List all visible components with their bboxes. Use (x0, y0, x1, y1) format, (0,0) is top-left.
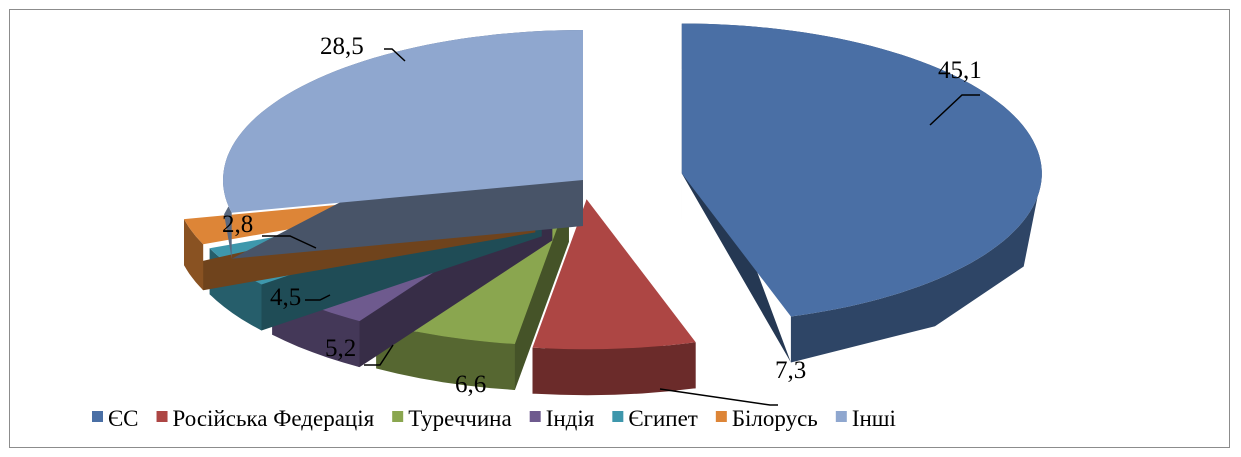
legend-label: Туреччина (408, 406, 512, 431)
pie-slices (184, 24, 1042, 396)
legend-item: Єгипет (612, 406, 698, 431)
legend-label: Індія (546, 406, 595, 431)
legend-item: Білорусь (716, 406, 818, 431)
data-label: 6,6 (455, 371, 486, 398)
data-label: 45,1 (938, 57, 982, 84)
legend: ЄС Російська Федерація Туреччина Індія Єгипе… (92, 406, 896, 431)
legend-label: Інші (852, 406, 896, 431)
legend-label: Єгипет (628, 406, 698, 431)
data-label: 2,8 (222, 211, 253, 238)
data-label: 5,2 (325, 335, 356, 362)
legend-swatch (612, 411, 623, 422)
legend-swatch (92, 411, 103, 422)
legend-swatch (836, 411, 847, 422)
legend-item: Російська Федерація (157, 406, 375, 431)
legend-item: Інші (836, 406, 896, 431)
legend-swatch (392, 411, 403, 422)
legend-label: Білорусь (732, 406, 818, 431)
legend-item: ЄС (92, 406, 139, 431)
legend-item: Індія (530, 406, 595, 431)
legend-swatch (716, 411, 727, 422)
legend-label: ЄС (108, 406, 139, 431)
legend-item: Туреччина (392, 406, 512, 431)
leader-line (660, 389, 778, 405)
data-label: 4,5 (270, 284, 301, 311)
data-label: 7,3 (775, 357, 806, 384)
data-label: 28,5 (320, 33, 364, 60)
pie-slice-rim (533, 342, 696, 395)
legend-label: Російська Федерація (173, 406, 375, 431)
pie-slice (682, 24, 1042, 363)
legend-swatch (157, 411, 168, 422)
legend-swatch (530, 411, 541, 422)
